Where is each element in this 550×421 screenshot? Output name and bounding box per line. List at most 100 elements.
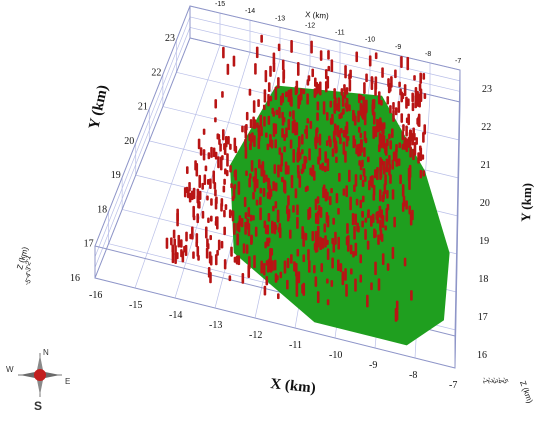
data-point bbox=[214, 151, 218, 160]
compass-east: E bbox=[65, 377, 70, 386]
data-point bbox=[255, 199, 259, 206]
data-point bbox=[274, 201, 278, 209]
data-point bbox=[229, 165, 232, 173]
data-point bbox=[275, 109, 279, 116]
data-point bbox=[241, 273, 245, 284]
data-point bbox=[374, 52, 378, 60]
data-point bbox=[180, 249, 183, 258]
data-point bbox=[283, 146, 286, 153]
data-point bbox=[210, 146, 213, 158]
data-point bbox=[266, 241, 270, 247]
data-point bbox=[322, 186, 325, 199]
data-point bbox=[294, 85, 298, 96]
data-point bbox=[269, 65, 272, 77]
data-point bbox=[380, 100, 383, 106]
data-point bbox=[255, 46, 259, 59]
data-point bbox=[277, 293, 280, 300]
data-point bbox=[250, 236, 253, 245]
data-point bbox=[354, 174, 358, 187]
data-point bbox=[267, 177, 270, 190]
z-tick-label-left: -2 bbox=[24, 260, 33, 269]
data-point bbox=[288, 229, 292, 239]
data-point bbox=[302, 88, 306, 95]
data-point bbox=[219, 143, 222, 152]
data-point bbox=[315, 127, 319, 133]
data-point bbox=[254, 226, 258, 237]
data-point bbox=[317, 86, 321, 92]
data-point bbox=[366, 294, 369, 308]
data-point bbox=[292, 205, 295, 213]
data-point bbox=[338, 130, 341, 139]
data-point bbox=[278, 147, 282, 155]
data-point bbox=[386, 263, 390, 271]
data-point bbox=[290, 175, 294, 189]
data-point bbox=[374, 169, 377, 179]
data-point bbox=[221, 91, 224, 98]
data-point bbox=[171, 251, 175, 264]
data-point bbox=[177, 234, 181, 248]
data-point bbox=[331, 148, 335, 157]
data-point bbox=[297, 95, 300, 109]
data-point bbox=[417, 152, 420, 164]
data-point bbox=[269, 260, 273, 273]
data-point bbox=[198, 174, 202, 188]
y-tick-label-right: 17 bbox=[478, 312, 488, 323]
data-point bbox=[384, 174, 387, 186]
data-point bbox=[223, 178, 226, 185]
data-point bbox=[192, 187, 196, 200]
data-point bbox=[265, 132, 268, 138]
data-point bbox=[296, 61, 300, 76]
data-point bbox=[295, 275, 299, 285]
data-point bbox=[267, 93, 270, 107]
data-point bbox=[418, 94, 421, 108]
data-point bbox=[365, 99, 368, 114]
data-point bbox=[249, 214, 253, 222]
data-point bbox=[261, 161, 265, 176]
data-point bbox=[185, 166, 189, 175]
x-tick-label-top: -11 bbox=[335, 30, 345, 37]
data-point bbox=[297, 271, 301, 284]
data-point bbox=[263, 285, 267, 296]
data-point bbox=[333, 88, 336, 100]
data-point bbox=[207, 217, 210, 223]
data-point bbox=[257, 125, 261, 133]
data-point bbox=[252, 191, 255, 200]
data-point bbox=[409, 146, 412, 158]
data-point bbox=[413, 141, 417, 156]
data-point bbox=[214, 198, 218, 210]
data-point bbox=[226, 63, 230, 75]
axis-labels: -16 -16 -15 -15 -14 -14 -13 -13 -12 -12 -11 -11 -10 -… bbox=[15, 0, 534, 405]
data-point bbox=[175, 252, 179, 260]
data-point bbox=[277, 164, 280, 178]
data-point bbox=[381, 253, 385, 266]
data-point bbox=[214, 117, 217, 123]
data-point bbox=[244, 138, 247, 148]
data-point bbox=[370, 77, 374, 85]
data-point bbox=[337, 208, 340, 215]
data-point bbox=[203, 174, 207, 186]
x-tick-label-top: -10 bbox=[365, 37, 375, 44]
data-point bbox=[377, 278, 381, 291]
data-point bbox=[171, 244, 175, 253]
data-point bbox=[381, 134, 385, 148]
data-point bbox=[281, 59, 285, 71]
x-tick-label: -15 bbox=[129, 300, 142, 311]
data-point bbox=[283, 260, 287, 274]
data-point bbox=[391, 189, 395, 200]
data-point bbox=[264, 70, 268, 83]
data-point bbox=[414, 94, 418, 106]
data-point bbox=[290, 254, 293, 264]
data-point bbox=[313, 265, 316, 274]
data-point bbox=[260, 260, 263, 274]
data-point bbox=[324, 235, 327, 248]
data-point bbox=[408, 179, 411, 191]
data-point bbox=[391, 128, 394, 139]
data-point bbox=[419, 169, 423, 179]
y-tick-label-left: 20 bbox=[124, 136, 134, 147]
data-point bbox=[279, 163, 283, 173]
data-point bbox=[385, 208, 389, 222]
data-point bbox=[401, 131, 405, 141]
data-point bbox=[262, 187, 266, 197]
data-point bbox=[316, 196, 320, 204]
data-point bbox=[370, 215, 373, 227]
